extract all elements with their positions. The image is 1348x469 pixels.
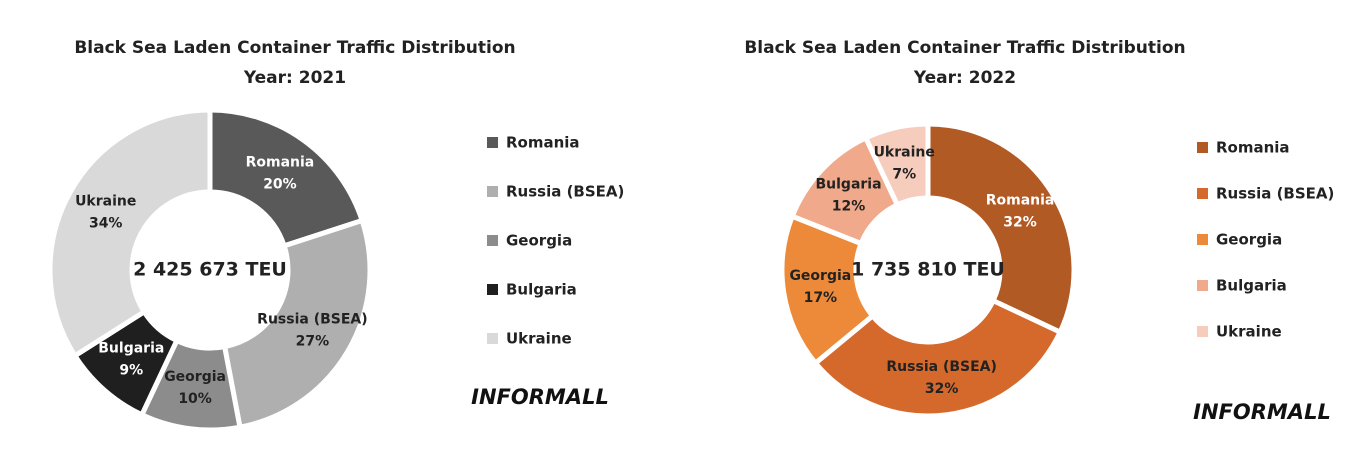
center-label: 1 735 810 TEU <box>851 259 1005 281</box>
donut-segment <box>862 121 931 209</box>
legend-label: Georgia <box>1216 231 1282 249</box>
data-label-name: Russia (BSEA) <box>257 312 367 328</box>
center-label: 2 425 673 TEU <box>133 259 287 281</box>
legend-swatch <box>487 284 498 295</box>
chart-title: Black Sea Laden Container Traffic Distri… <box>74 38 515 58</box>
legend-label: Ukraine <box>1216 323 1282 341</box>
logo: INFORMALL <box>1193 400 1331 424</box>
legend-label: Bulgaria <box>506 281 577 299</box>
data-label-name: Bulgaria <box>98 340 164 356</box>
legend-swatch <box>487 333 498 344</box>
data-label-name: Russia (BSEA) <box>886 359 996 375</box>
donut-segment <box>221 217 373 431</box>
data-label-value: 20% <box>263 177 297 193</box>
data-label-value: 32% <box>1003 215 1037 231</box>
legend-swatch <box>1197 188 1208 199</box>
donut-segment <box>779 213 877 367</box>
data-label-value: 32% <box>925 381 959 397</box>
chart-title: Black Sea Laden Container Traffic Distri… <box>744 38 1185 58</box>
legend-label: Ukraine <box>506 330 572 348</box>
legend-label: Bulgaria <box>1216 277 1287 295</box>
data-label-value: 34% <box>89 216 123 232</box>
legend-swatch <box>487 137 498 148</box>
data-label-name: Georgia <box>164 369 226 385</box>
legend-label: Georgia <box>506 232 572 250</box>
legend-label: Russia (BSEA) <box>506 183 624 201</box>
legend-label: Romania <box>1216 139 1290 157</box>
legend-swatch <box>1197 280 1208 291</box>
data-label-value: 7% <box>892 167 916 183</box>
donut-segment <box>47 107 213 360</box>
data-label-name: Georgia <box>789 268 851 284</box>
data-label-value: 12% <box>832 198 866 214</box>
data-label-name: Romania <box>986 193 1055 209</box>
legend-label: Romania <box>506 134 580 152</box>
legend-swatch <box>1197 234 1208 245</box>
legend-swatch <box>1197 326 1208 337</box>
data-label-value: 17% <box>804 290 838 306</box>
chart-subtitle: Year: 2021 <box>243 68 346 88</box>
legend-label: Russia (BSEA) <box>1216 185 1334 203</box>
legend-swatch <box>487 186 498 197</box>
donut-segment <box>207 107 366 250</box>
data-label-value: 9% <box>119 362 143 378</box>
chart-subtitle: Year: 2022 <box>913 68 1016 88</box>
legend-swatch <box>1197 142 1208 153</box>
legend-swatch <box>487 235 498 246</box>
donut-segment <box>925 121 1077 336</box>
data-label-name: Ukraine <box>75 194 136 210</box>
data-label-name: Romania <box>246 155 315 171</box>
data-label-name: Ukraine <box>874 145 935 161</box>
donut-segment <box>811 297 1064 419</box>
logo: INFORMALL <box>471 385 609 409</box>
data-label-name: Bulgaria <box>816 176 882 192</box>
data-label-value: 10% <box>178 391 212 407</box>
data-label-value: 27% <box>296 334 330 350</box>
